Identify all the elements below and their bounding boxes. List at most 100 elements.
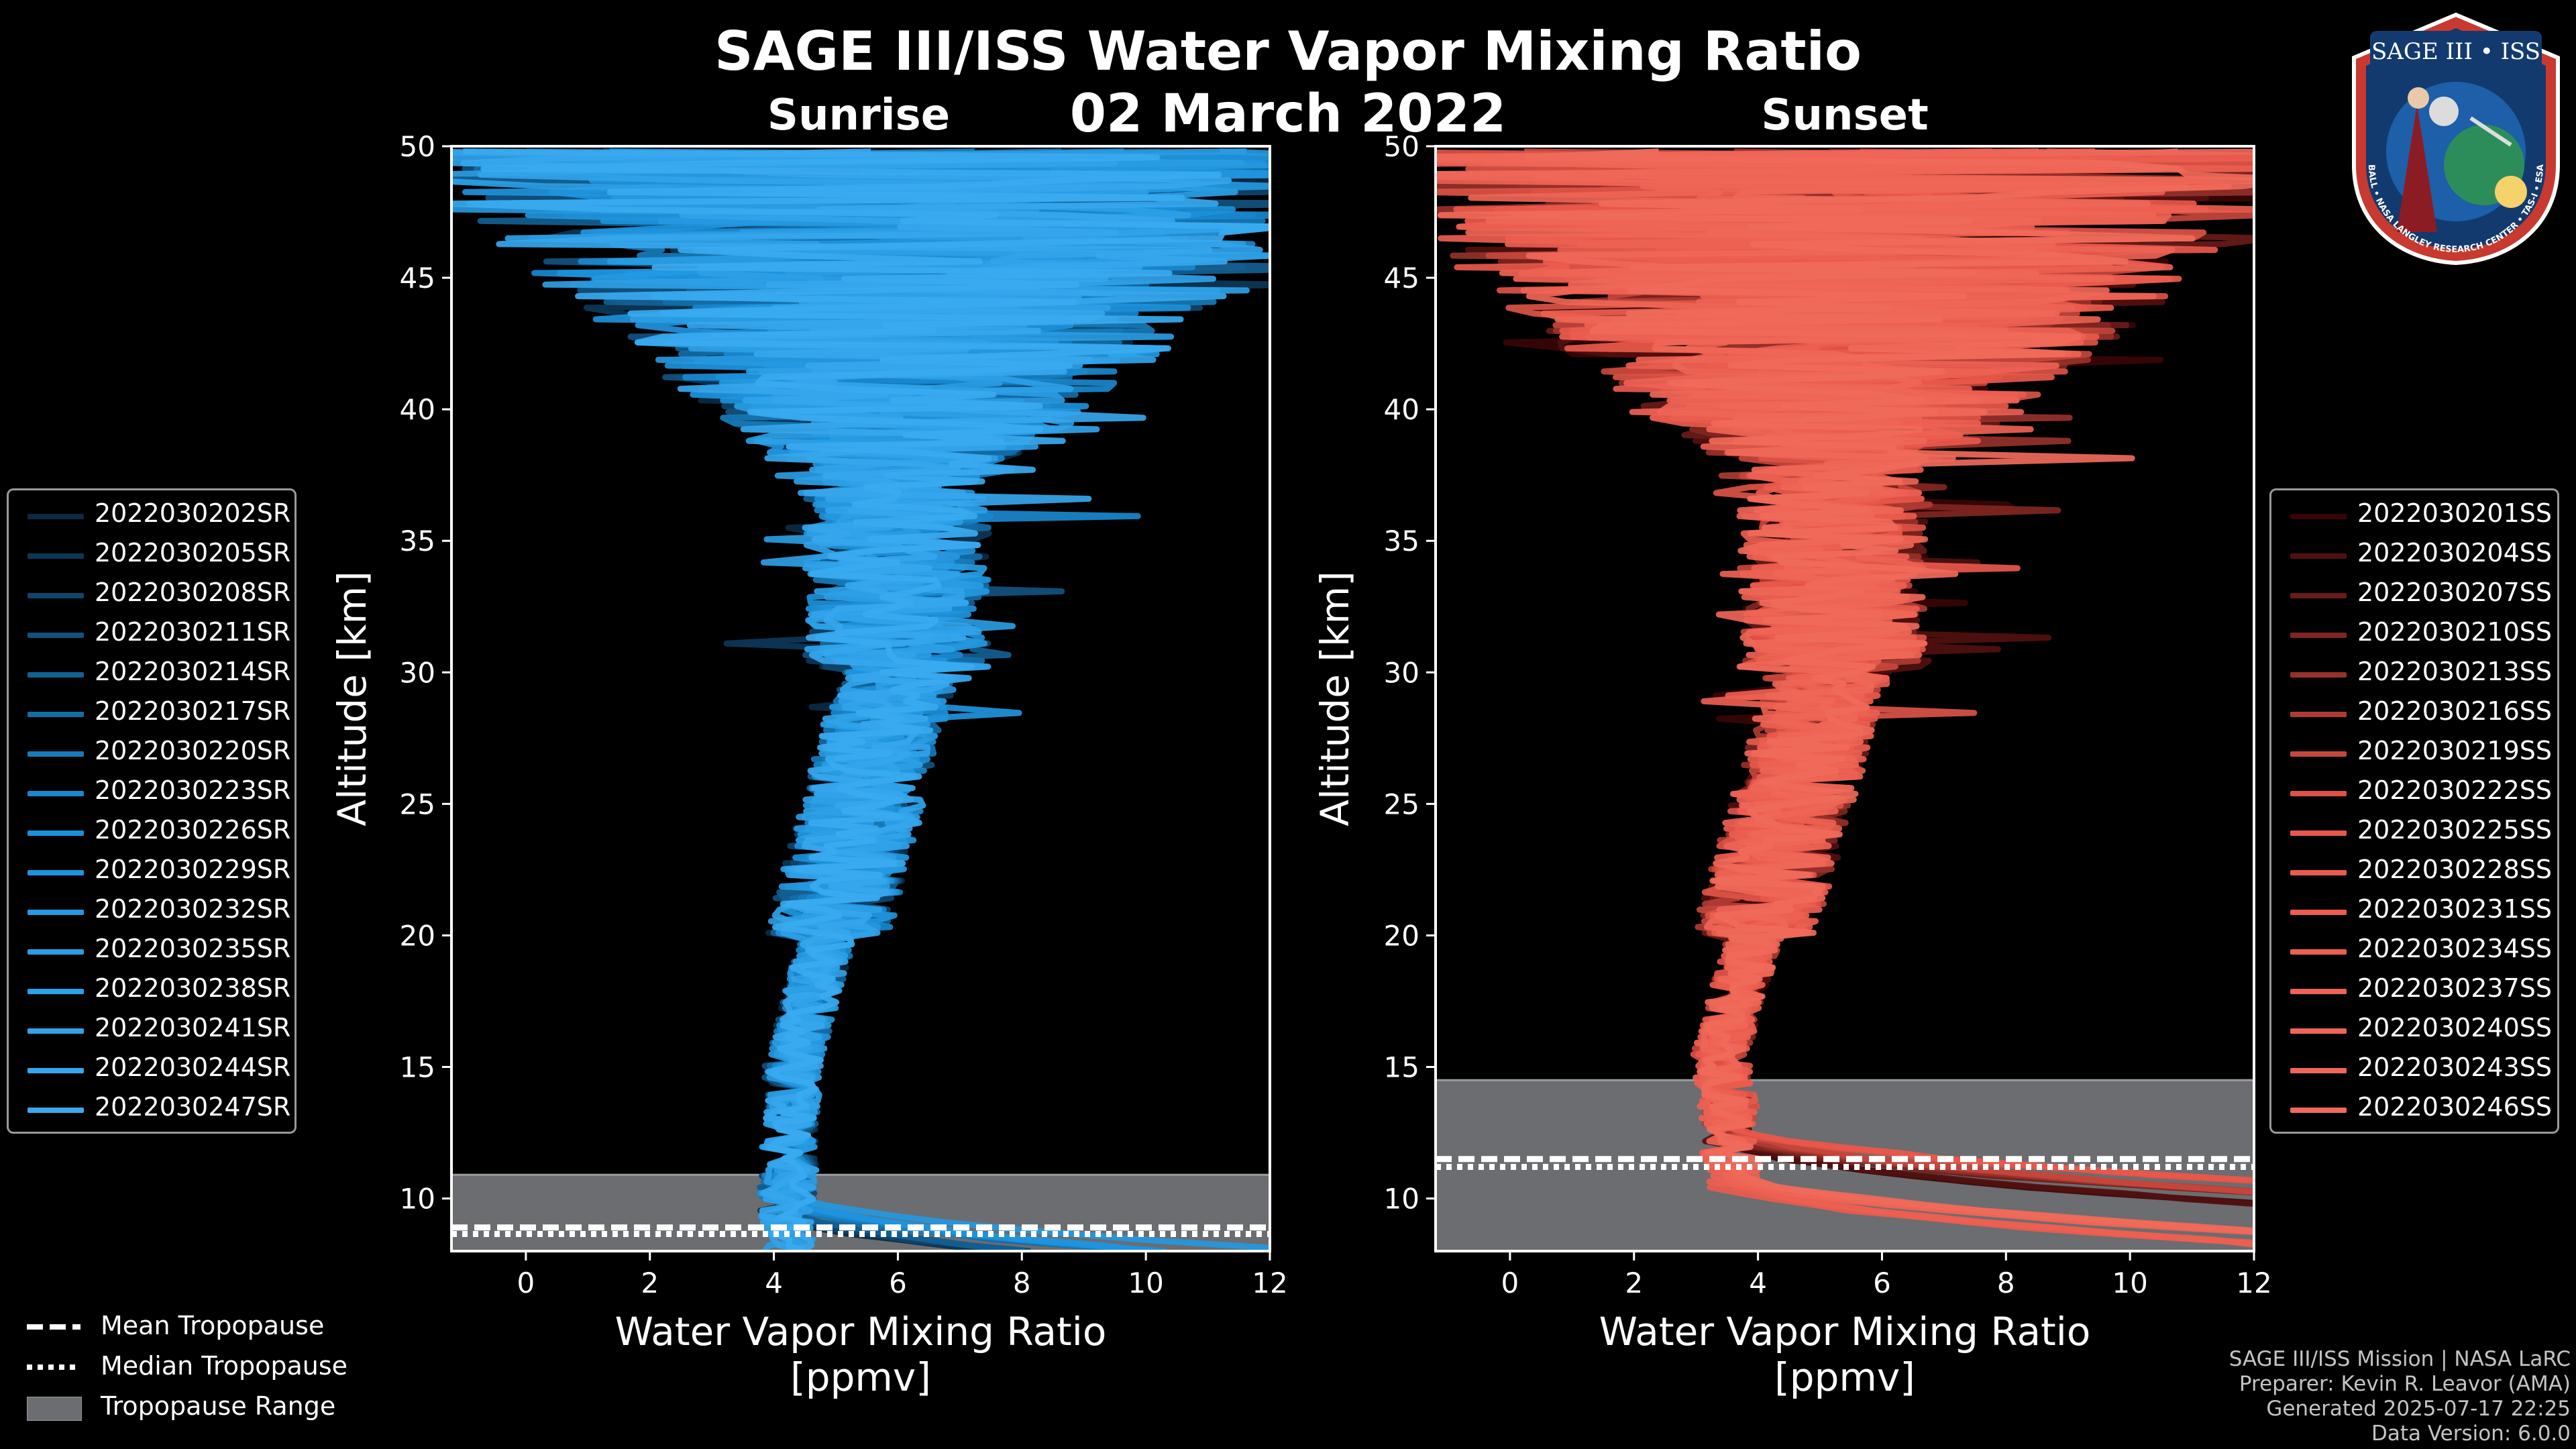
legend-label: 2022030208SR [95,578,291,607]
legend-entry: 2022030217SR [9,694,294,733]
legend-entry: 2022030234SS [2271,931,2557,971]
legend-entry: 2022030204SS [2271,535,2557,575]
legend-entry: 2022030240SS [2271,1010,2557,1050]
legend-entry: 2022030225SS [2271,812,2557,852]
legend-swatch [28,1028,84,1034]
x-tick-label: 0 [1501,1267,1519,1299]
legend-label: 2022030243SS [2357,1053,2553,1082]
plot-frame [450,145,1271,1252]
legend-label: 2022030205SR [95,538,291,568]
x-tick-label: 2 [1625,1267,1643,1299]
y-tick-label: 35 [1384,525,1419,557]
x-axis-label: Water Vapor Mixing Ratio [615,1309,1107,1354]
legend-swatch [28,949,84,955]
y-tick-label: 40 [400,393,435,426]
legend-label: 2022030232SR [95,894,291,924]
legend-entry: 2022030247SR [9,1089,294,1129]
sunset-panel: 0 2 4 6 8 10 12 10 15 20 25 30 35 40 45 50 Water Vapor M… [1312,130,2272,1400]
legend-entry: 2022030238SR [9,971,294,1010]
legend-swatch [28,633,84,638]
legend-label: 2022030234SS [2357,934,2553,963]
legend-mean-tropopause: Mean Tropopause [20,1308,396,1348]
legend-entry: 2022030201SS [2271,496,2557,535]
legend-entry: 2022030232SR [9,892,294,931]
dashed-line-swatch [27,1324,80,1330]
y-tick-label: 50 [400,130,435,163]
footer-credits: SAGE III/ISS Mission | NASA LaRC Prepare… [2229,1347,2571,1446]
sunrise-panel-title: Sunrise [767,91,951,140]
x-tick-label: 4 [1749,1267,1767,1299]
x-tick-label: 10 [1128,1267,1163,1299]
legend-swatch [2290,672,2347,678]
y-tick-label: 20 [400,919,435,952]
legend-label: 2022030207SS [2357,578,2553,607]
legend-label: 2022030241SR [95,1013,291,1042]
legend-entry: 2022030216SS [2271,694,2557,733]
y-axis-label: Altitude [km] [1312,571,1358,826]
legend-label: 2022030211SR [95,617,291,647]
legend-label: 2022030246SS [2357,1092,2553,1122]
legend-swatch [2290,830,2347,836]
legend-entry: 2022030235SR [9,931,294,971]
logo-figure [2397,105,2437,232]
legend-label: 2022030220SR [95,736,291,765]
footer-preparer: Preparer: Kevin R. Leavor (AMA) [2239,1372,2571,1396]
y-tick-label: 15 [400,1051,435,1084]
logo-station [2469,116,2512,147]
legend-label: 2022030219SS [2357,736,2553,765]
y-tick-label: 15 [1384,1051,1419,1084]
legend-label: 2022030225SS [2357,815,2553,845]
tropopause-legend: Mean Tropopause Median Tropopause Tropop… [20,1308,396,1429]
legend-label: 2022030226SR [95,815,291,845]
x-tick-label: 6 [889,1267,907,1299]
sunset-legend: 2022030201SS 2022030204SS 2022030207SS 2022… [2269,488,2559,1134]
plot-frame [1434,145,2255,1252]
legend-entry: 2022030214SR [9,654,294,694]
legend-label: 2022030204SS [2357,538,2553,568]
sunrise-legend: 2022030202SR 2022030205SR 2022030208SR 2022… [7,488,297,1134]
legend-entry: 2022030244SR [9,1050,294,1089]
x-axis-label: [ppmv] [790,1354,931,1400]
legend-entry: 2022030223SR [9,773,294,812]
y-tick-label: 30 [1384,656,1419,689]
logo-sun [2495,176,2527,208]
legend-label: 2022030201SS [2357,498,2553,528]
legend-label: 2022030228SS [2357,855,2553,884]
x-axis-label: [ppmv] [1774,1354,1915,1400]
x-tick-label: 0 [517,1267,535,1299]
figure-date: 02 March 2022 [1069,84,1507,144]
legend-label: 2022030210SS [2357,617,2553,647]
legend-label: 2022030247SR [95,1092,291,1122]
legend-swatch [2290,712,2347,717]
legend-entry: 2022030243SS [2271,1050,2557,1089]
logo-title-band [2370,31,2542,74]
legend-label: 2022030238SR [95,973,291,1003]
legend-label: 2022030235SR [95,934,291,963]
y-tick-label: 45 [1384,262,1419,294]
legend-swatch [28,751,84,757]
logo-figure-head [2408,87,2429,109]
legend-swatch [2290,791,2347,796]
legend-median-label: Median Tropopause [101,1351,347,1381]
legend-label: 2022030214SR [95,657,291,686]
legend-swatch [28,989,84,994]
legend-swatch [2290,593,2347,598]
y-tick-label: 25 [400,788,435,820]
legend-swatch [28,514,84,519]
footer-mission: SAGE III/ISS Mission | NASA LaRC [2229,1347,2571,1371]
legend-swatch [2290,870,2347,875]
figure-title: SAGE III/ISS Water Vapor Mixing Ratio [714,20,1862,83]
legend-label: 2022030217SR [95,696,291,726]
legend-label: 2022030231SS [2357,894,2553,924]
x-tick-label: 4 [765,1267,783,1299]
dotted-line-swatch [27,1364,80,1370]
x-tick-label: 10 [2112,1267,2147,1299]
legend-swatch [28,791,84,796]
legend-label: 2022030229SR [95,855,291,884]
x-tick-label: 8 [1013,1267,1031,1299]
legend-entry: 2022030211SR [9,614,294,654]
legend-entry: 2022030220SR [9,733,294,773]
legend-label: 2022030240SS [2357,1013,2553,1042]
profile-line-2022030247SR [451,148,1270,1251]
